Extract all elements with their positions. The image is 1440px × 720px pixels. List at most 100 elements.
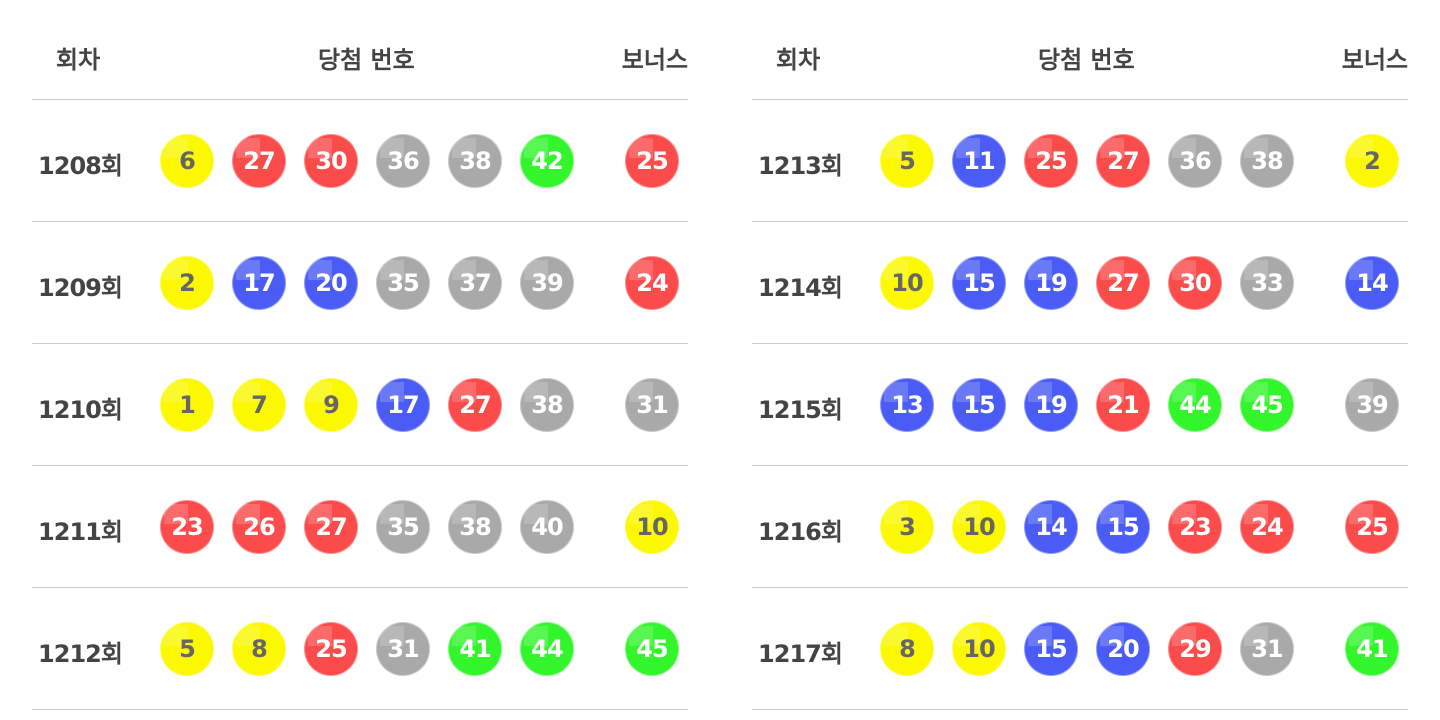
table-row: 1212회 5 8 25 31 41 44 45 (32, 588, 688, 710)
number-ball: 24 (1240, 500, 1294, 554)
ball-number: 40 (531, 513, 563, 541)
ball-number: 27 (1107, 269, 1139, 297)
number-ball: 17 (376, 378, 430, 432)
ball-number: 20 (1107, 635, 1139, 663)
table-row: 1217회 8 10 15 20 29 31 41 (752, 588, 1408, 710)
ball-number: 7 (251, 391, 268, 419)
ball-number: 15 (963, 269, 995, 297)
ball-number: 15 (1035, 635, 1067, 663)
number-ball: 45 (1240, 378, 1294, 432)
ball-number: 27 (1107, 147, 1139, 175)
ball-number: 24 (1251, 513, 1283, 541)
header-round: 회차 (776, 46, 821, 74)
bonus-ball: 41 (1345, 622, 1399, 676)
ball-number: 38 (459, 147, 491, 175)
ball-number: 15 (963, 391, 995, 419)
ball-number: 30 (1179, 269, 1211, 297)
ball-number: 38 (459, 513, 491, 541)
number-ball: 1 (160, 378, 214, 432)
number-ball: 25 (304, 622, 358, 676)
ball-number: 3 (899, 513, 916, 541)
ball-number: 10 (963, 513, 995, 541)
table-row: 1213회 5 11 25 27 36 38 2 (752, 100, 1408, 222)
ball-number: 5 (179, 635, 196, 663)
ball-number: 26 (243, 513, 275, 541)
results-table-right: 회차 당첨 번호 보너스 1213회 5 11 25 27 36 38 2 1214회 10 15 19 27… (752, 0, 1408, 710)
ball-number: 25 (636, 147, 668, 175)
ball-number: 36 (387, 147, 419, 175)
ball-number: 5 (899, 147, 916, 175)
number-ball: 38 (520, 378, 574, 432)
number-ball: 19 (1024, 256, 1078, 310)
table-row: 1208회 6 27 30 36 38 42 25 (32, 100, 688, 222)
bonus-ball: 39 (1345, 378, 1399, 432)
ball-number: 10 (963, 635, 995, 663)
number-ball: 5 (160, 622, 214, 676)
header-numbers: 당첨 번호 (1038, 46, 1135, 74)
ball-number: 37 (459, 269, 491, 297)
ball-number: 45 (1251, 391, 1283, 419)
ball-number: 38 (1251, 147, 1283, 175)
number-ball: 36 (1168, 134, 1222, 188)
ball-number: 36 (1179, 147, 1211, 175)
round-label: 1208회 (38, 152, 123, 180)
bonus-ball: 25 (625, 134, 679, 188)
ball-number: 39 (1356, 391, 1388, 419)
number-ball: 38 (1240, 134, 1294, 188)
number-ball: 30 (304, 134, 358, 188)
number-ball: 20 (304, 256, 358, 310)
number-ball: 15 (952, 378, 1006, 432)
ball-number: 17 (243, 269, 275, 297)
ball-number: 1 (179, 391, 196, 419)
ball-number: 2 (1364, 147, 1381, 175)
header-bonus: 보너스 (621, 46, 688, 74)
ball-number: 41 (459, 635, 491, 663)
ball-number: 8 (251, 635, 268, 663)
ball-number: 38 (531, 391, 563, 419)
number-ball: 14 (1024, 500, 1078, 554)
round-label: 1212회 (38, 640, 123, 668)
number-ball: 23 (160, 500, 214, 554)
number-ball: 15 (952, 256, 1006, 310)
ball-number: 21 (1107, 391, 1139, 419)
ball-number: 27 (243, 147, 275, 175)
number-ball: 27 (232, 134, 286, 188)
ball-number: 14 (1035, 513, 1067, 541)
ball-number: 31 (1251, 635, 1283, 663)
ball-number: 9 (323, 391, 340, 419)
bonus-ball: 14 (1345, 256, 1399, 310)
number-ball: 15 (1024, 622, 1078, 676)
number-ball: 40 (520, 500, 574, 554)
ball-number: 17 (387, 391, 419, 419)
ball-number: 33 (1251, 269, 1283, 297)
ball-number: 25 (315, 635, 347, 663)
number-ball: 5 (880, 134, 934, 188)
number-ball: 27 (304, 500, 358, 554)
ball-number: 15 (1107, 513, 1139, 541)
number-ball: 20 (1096, 622, 1150, 676)
table-header: 회차 당첨 번호 보너스 (752, 0, 1408, 100)
table-row: 1210회 1 7 9 17 27 38 31 (32, 344, 688, 466)
number-ball: 19 (1024, 378, 1078, 432)
header-bonus: 보너스 (1341, 46, 1408, 74)
ball-number: 2 (179, 269, 196, 297)
table-row: 1209회 2 17 20 35 37 39 24 (32, 222, 688, 344)
number-ball: 11 (952, 134, 1006, 188)
bonus-ball: 31 (625, 378, 679, 432)
number-ball: 3 (880, 500, 934, 554)
round-label: 1210회 (38, 396, 123, 424)
number-ball: 7 (232, 378, 286, 432)
number-ball: 44 (1168, 378, 1222, 432)
round-label: 1214회 (758, 274, 843, 302)
number-ball: 6 (160, 134, 214, 188)
number-ball: 21 (1096, 378, 1150, 432)
ball-number: 25 (1035, 147, 1067, 175)
ball-number: 10 (636, 513, 668, 541)
table-header: 회차 당첨 번호 보너스 (32, 0, 688, 100)
number-ball: 8 (232, 622, 286, 676)
round-label: 1213회 (758, 152, 843, 180)
number-ball: 31 (1240, 622, 1294, 676)
header-round: 회차 (56, 46, 101, 74)
number-ball: 17 (232, 256, 286, 310)
number-ball: 38 (448, 134, 502, 188)
